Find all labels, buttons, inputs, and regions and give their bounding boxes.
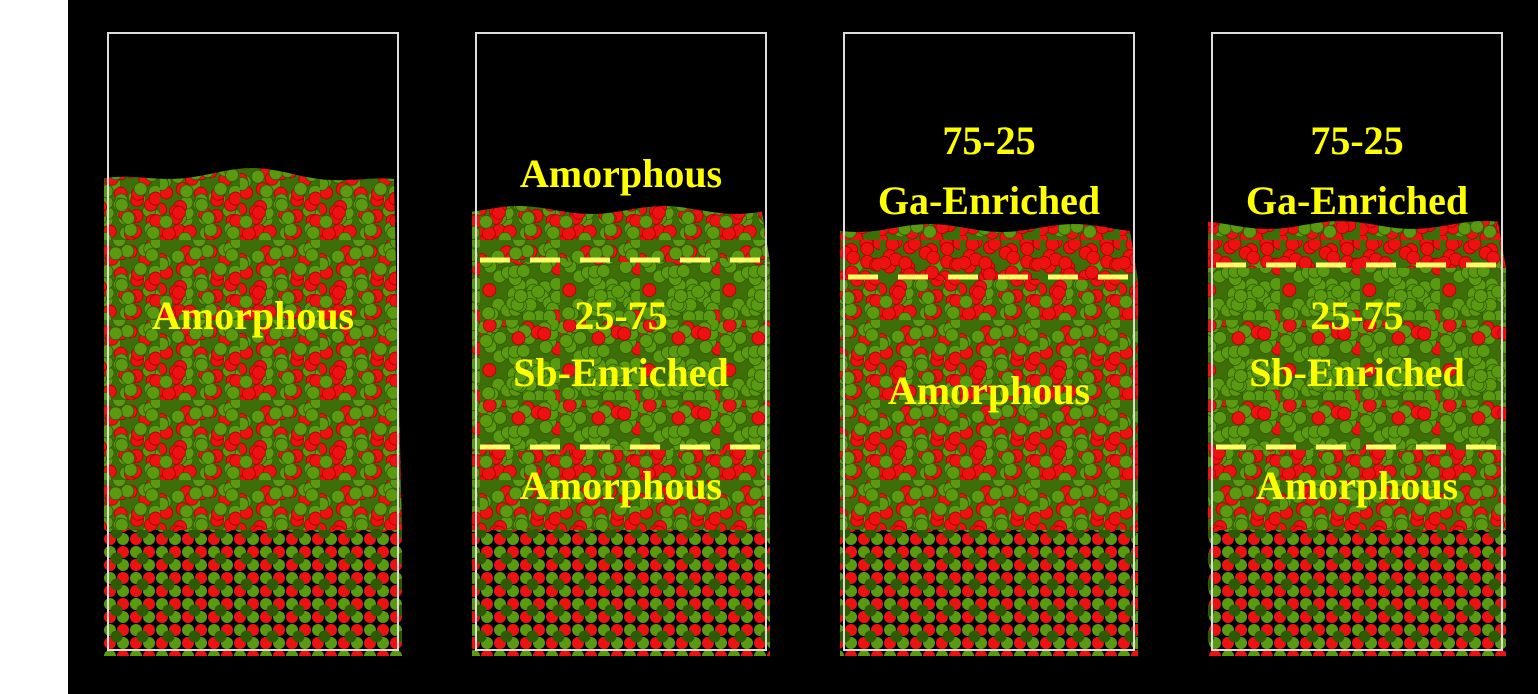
atom-layer <box>472 206 770 262</box>
region-label: 75-25 <box>942 118 1035 163</box>
atom-layer <box>840 224 1138 280</box>
region-label: Sb-Enriched <box>513 350 729 395</box>
crystal-substrate <box>840 530 1138 656</box>
region-label: Amorphous <box>152 293 354 338</box>
region-label: Sb-Enriched <box>1249 350 1465 395</box>
region-label: 75-25 <box>1310 118 1403 163</box>
region-label: 25-75 <box>1310 293 1403 338</box>
region-label: 25-75 <box>574 293 667 338</box>
crystal-substrate <box>472 530 770 656</box>
region-label: Ga-Enriched <box>1246 178 1468 223</box>
crystal-substrate <box>104 530 402 656</box>
page: Amorphous Amorphous 25-75 Sb-Enriched Amorph… <box>0 0 1538 694</box>
crystal-substrate <box>1208 530 1506 656</box>
region-label: Amorphous <box>888 368 1090 413</box>
region-label: Ga-Enriched <box>878 178 1100 223</box>
figure: Amorphous Amorphous 25-75 Sb-Enriched Amorph… <box>0 0 1538 694</box>
region-label: Amorphous <box>520 151 722 196</box>
atom-layer <box>104 168 402 530</box>
region-label: Amorphous <box>1256 463 1458 508</box>
region-label: Amorphous <box>520 463 722 508</box>
